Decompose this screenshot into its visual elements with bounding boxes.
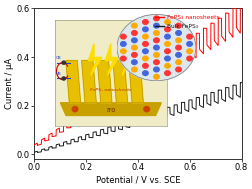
X-axis label: Potential / V vs. SCE: Potential / V vs. SCE: [95, 175, 179, 184]
Legend: FePS₃ nanosheets, Bulk FePS₃: FePS₃ nanosheets, Bulk FePS₃: [152, 13, 220, 31]
Y-axis label: Current / μA: Current / μA: [5, 58, 14, 109]
